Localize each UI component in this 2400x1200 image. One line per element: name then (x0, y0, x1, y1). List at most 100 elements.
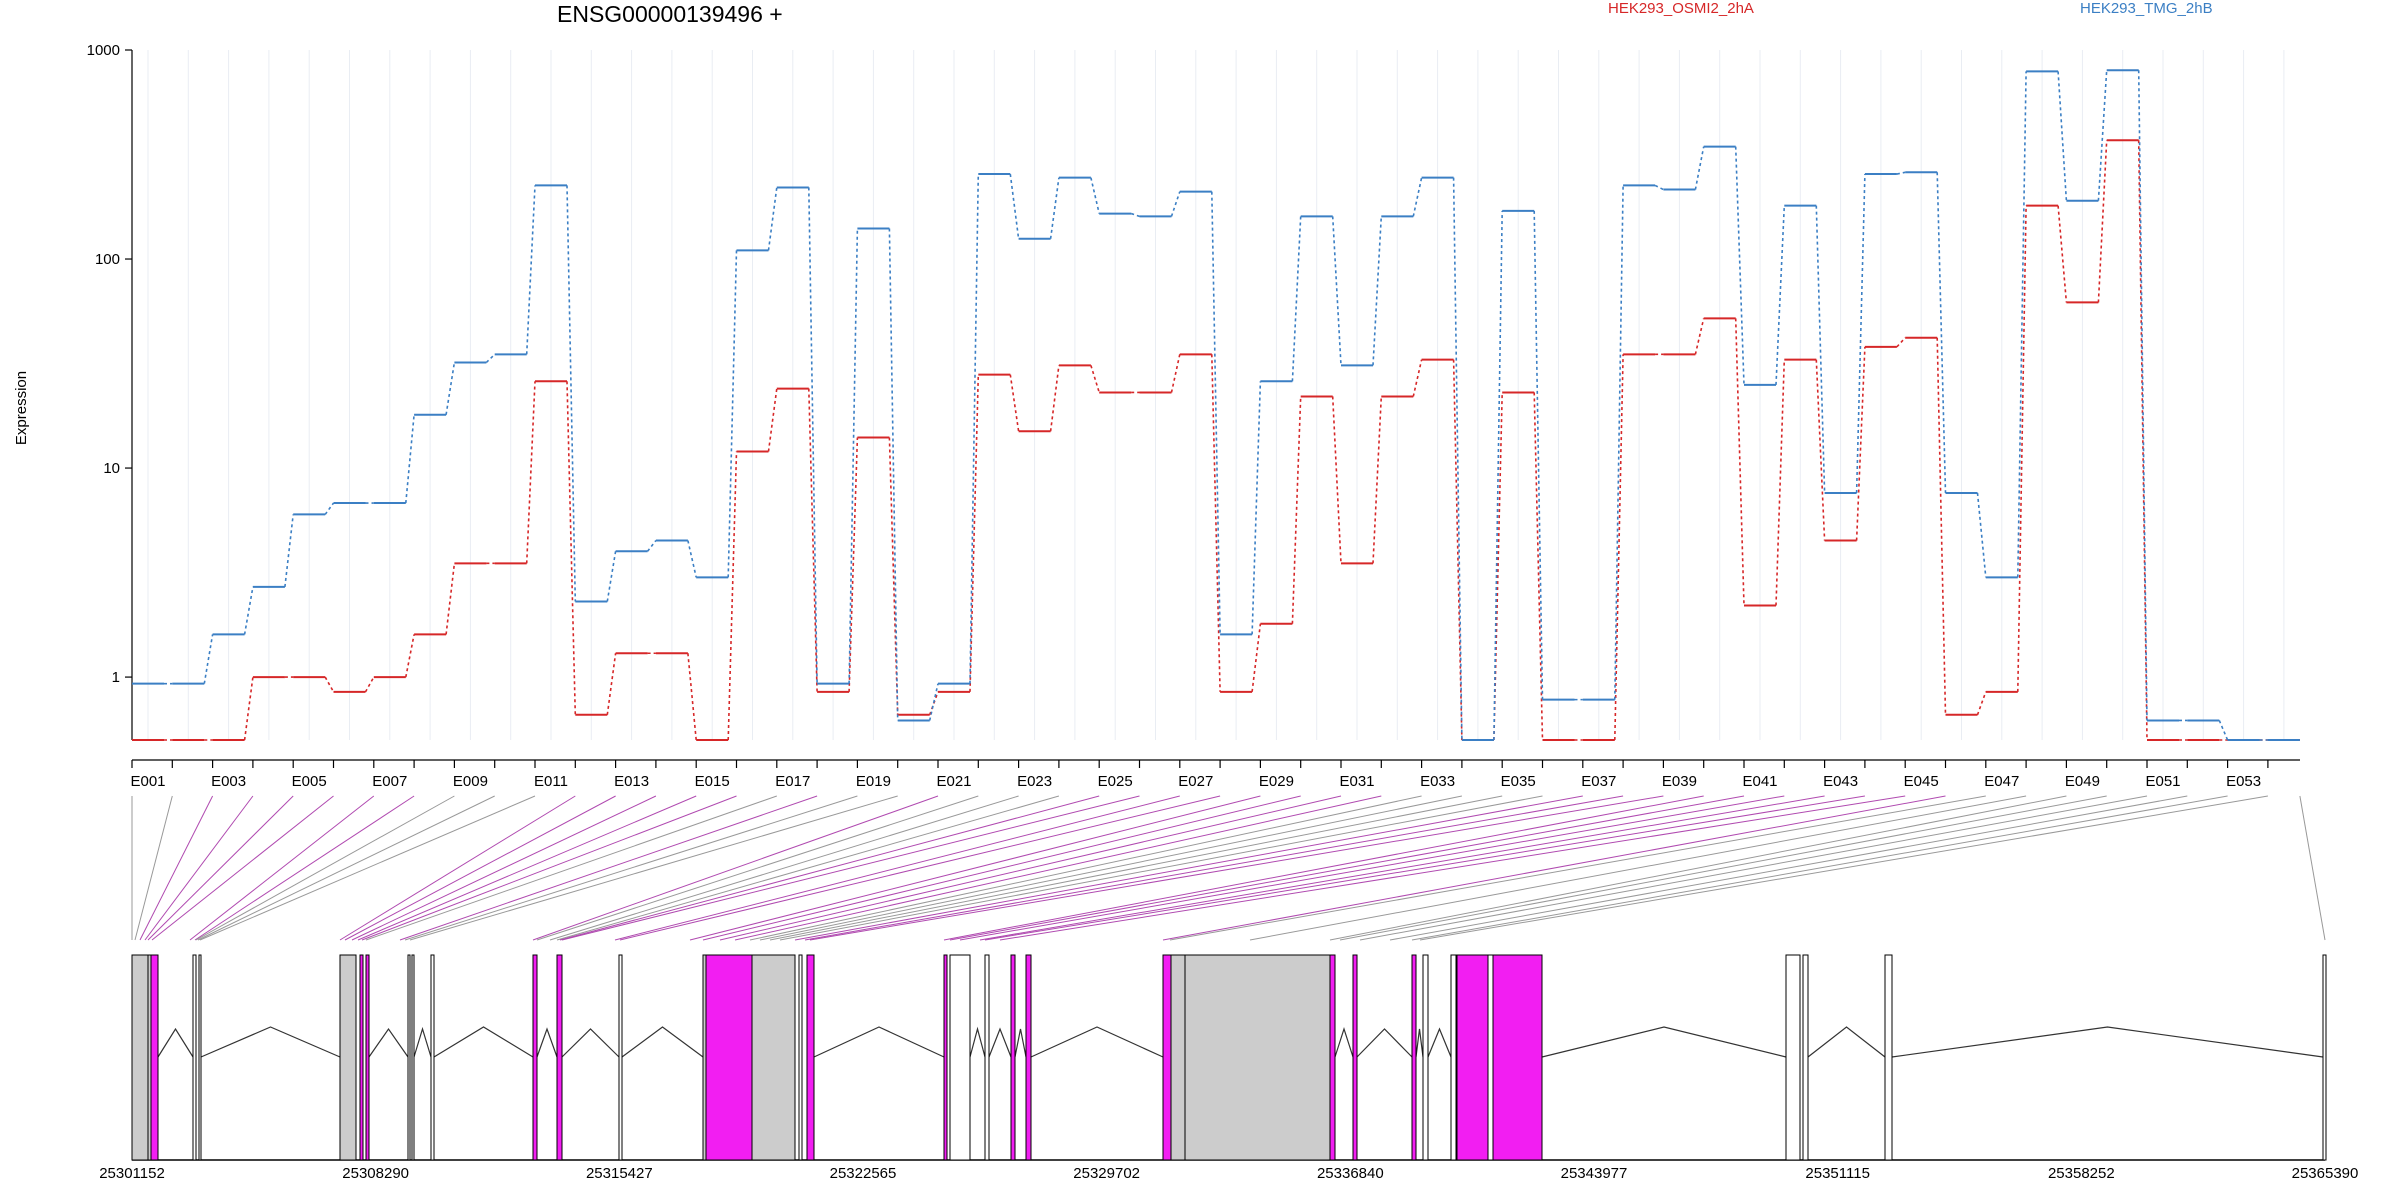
exon-box (339, 954, 357, 1161)
exon-box (1492, 954, 1543, 1161)
x-tick-label: E021 (936, 773, 971, 790)
genomic-coordinate-label: 25358252 (2048, 1165, 2115, 1182)
series-connector (485, 353, 496, 364)
series-connector (928, 691, 939, 716)
x-tick-label: E011 (534, 773, 568, 790)
intron (157, 1027, 194, 1058)
exon-box (1411, 954, 1417, 1161)
exon-connector-E011 (199, 795, 536, 941)
exon-connector-E036 (779, 795, 1543, 941)
exon-connector-E045 (999, 795, 1906, 941)
exon-box (1802, 954, 1809, 1161)
series-connector (808, 388, 818, 692)
exon-connector-E032 (734, 795, 1382, 941)
gene-model-track: 25301152 25308290 25315427 25322565 25329702… (99, 954, 2359, 1182)
series-connector (1452, 177, 1463, 741)
y-tick-label: 10 (103, 460, 120, 477)
x-tick-label: E017 (775, 773, 810, 790)
genomic-coordinate-label: 25365390 (2292, 1165, 2359, 1182)
intron (433, 1026, 534, 1058)
exon-connector-E046 (1162, 795, 1946, 941)
series-connector (243, 676, 254, 741)
series-connector (606, 653, 617, 715)
exon-connector-E024 (556, 795, 1060, 941)
chart-title: ENSG00000139496 + (557, 1, 783, 27)
exon-connector-E027 (614, 795, 1180, 941)
series-connector (405, 634, 415, 678)
series-connector (525, 381, 536, 564)
series-connector (1855, 346, 1866, 541)
series-connector (767, 187, 778, 251)
exon-connector-E006 (151, 795, 334, 941)
exon-connector-E003 (139, 795, 214, 941)
series-connector (727, 451, 738, 741)
intron (988, 1027, 1012, 1058)
intron (1541, 1026, 1787, 1058)
series-connector (243, 586, 254, 635)
series-connector (848, 437, 859, 692)
series-connector (2017, 71, 2027, 578)
x-tick-label: E025 (1098, 773, 1133, 790)
genomic-coordinate-label: 25322565 (830, 1165, 897, 1182)
exon-box (984, 954, 990, 1161)
exon-box (131, 954, 149, 1161)
x-tick-label: E051 (2145, 773, 2180, 790)
exon-connectors (131, 795, 2326, 941)
y-tick-label: 1000 (87, 42, 120, 59)
exon-connector-E010 (197, 795, 495, 941)
exon-box (1785, 954, 1801, 1161)
series-connector (1815, 359, 1826, 541)
series-connector (1009, 173, 1020, 239)
exon-connector-E016 (361, 795, 737, 941)
exon-connector-E054 (1419, 795, 2268, 941)
genomic-coordinate-label: 25308290 (342, 1165, 409, 1182)
y-tick-label: 100 (95, 251, 120, 268)
series-connector (1493, 210, 1503, 741)
x-tick-label: E049 (2065, 773, 2100, 790)
series-connector (1614, 354, 1624, 741)
x-tick-label: E023 (1017, 773, 1052, 790)
series-connector (1009, 374, 1020, 432)
series-connector (1412, 177, 1423, 217)
series-connector (1331, 396, 1342, 564)
series-connector (2017, 205, 2027, 692)
exon-connector-E022 (536, 795, 979, 941)
series-connector (1251, 381, 1262, 635)
exon-connector-E009 (195, 795, 455, 941)
series-connector (1372, 396, 1383, 564)
series-connector (646, 540, 657, 552)
exon-connector-E026 (561, 795, 1140, 941)
exon-connector-E039 (809, 795, 1664, 941)
series-connector (888, 228, 899, 721)
exon-box (365, 954, 370, 1161)
exon-connector-end (2299, 795, 2326, 941)
series-connector (2137, 140, 2148, 741)
exon-connector-E013 (344, 795, 616, 941)
genomic-coordinate-label: 25315427 (586, 1165, 653, 1182)
exon-connector-E050 (1339, 795, 2107, 941)
exon-connector-E004 (144, 795, 254, 941)
exon-box (798, 954, 803, 1161)
y-axis-label: Expression (13, 371, 30, 445)
exon-box (949, 954, 971, 1161)
exon-box (1487, 954, 1494, 1161)
y-tick-label: 1 (112, 669, 120, 686)
series-connector (1331, 216, 1342, 366)
exon-connector-E020 (409, 795, 898, 941)
exon-connector-E041 (949, 795, 1745, 941)
exon-connector-E043 (979, 795, 1825, 941)
exon-box (705, 954, 753, 1161)
exon-connector-E049 (1329, 795, 2067, 941)
exon-connector-E012 (339, 795, 576, 941)
exon-box (430, 954, 435, 1161)
x-tick-label: E013 (614, 773, 649, 790)
intron (813, 1026, 945, 1058)
series-connector (1896, 337, 1906, 348)
series-connector (2097, 140, 2108, 303)
intron (1427, 1027, 1452, 1058)
exon-box (359, 954, 364, 1161)
exon-box (532, 954, 538, 1161)
series-connector (848, 228, 859, 684)
exon-connector-E005 (147, 795, 294, 941)
series-connector (445, 563, 456, 635)
